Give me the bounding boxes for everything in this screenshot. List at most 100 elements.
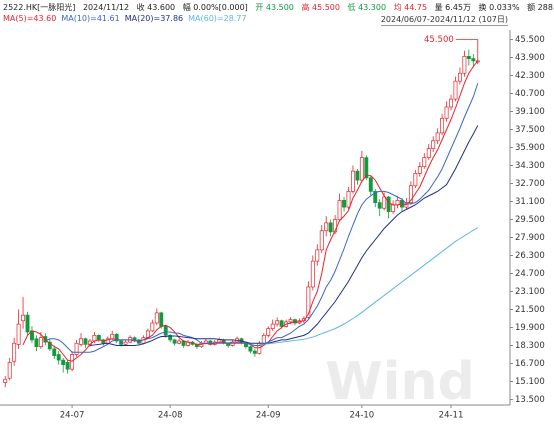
x-tick-label: 24-08 <box>158 411 183 421</box>
candle-body <box>440 117 445 134</box>
y-tick-label: 18.300 <box>515 341 545 351</box>
candle-body <box>96 335 101 341</box>
candle-body <box>16 323 21 345</box>
candle-body <box>52 348 57 356</box>
info: 2522.HK[一脉阳光] <box>3 3 76 12</box>
candle-body <box>114 333 119 342</box>
candle-body <box>457 72 462 82</box>
candle-body <box>368 177 373 192</box>
candle-body <box>119 340 124 345</box>
candle-body <box>79 338 83 345</box>
candle-body <box>123 341 128 345</box>
y-tick-label: 26.300 <box>515 251 545 261</box>
info: 量 6.45万 <box>434 3 471 12</box>
y-tick-label: 40.700 <box>515 89 545 99</box>
candle-body <box>150 322 155 332</box>
legend-entry: MA(5)=43.60 <box>3 14 57 23</box>
info: 2024/11/12 <box>82 3 130 12</box>
candle-body <box>25 314 30 333</box>
candle-body <box>177 340 182 344</box>
info: 均 44.75 <box>393 3 428 12</box>
candle-body <box>444 106 449 119</box>
candle-body <box>435 132 440 142</box>
candle-body <box>462 56 467 74</box>
candle-body <box>453 80 458 100</box>
annotation: 45.500 <box>424 35 454 45</box>
candle-body <box>266 328 271 336</box>
candle-body <box>65 362 70 370</box>
y-tick-label: 16.700 <box>515 359 545 369</box>
y-tick-label: 15.100 <box>515 377 545 387</box>
candle-body <box>426 148 431 158</box>
candle-body <box>310 260 315 288</box>
ma-line <box>45 83 479 353</box>
candle-body <box>386 196 391 212</box>
candle-body <box>315 249 320 262</box>
info: 额 288.63万 <box>527 3 554 12</box>
candle-body <box>248 346 253 352</box>
candle-body <box>56 354 61 361</box>
y-tick-label: 39.100 <box>515 107 545 117</box>
candle-body <box>350 170 355 192</box>
candle-body <box>172 339 177 344</box>
y-tick-label: 32.700 <box>515 179 545 189</box>
candle-body <box>431 140 436 149</box>
y-tick-label: 29.500 <box>515 215 545 225</box>
x-tick-label: 24-11 <box>439 411 464 421</box>
candle-body <box>364 157 369 179</box>
y-tick-label: 24.700 <box>515 269 545 279</box>
y-tick-label: 37.500 <box>515 125 545 135</box>
candle-body <box>154 312 159 324</box>
y-tick-label: 19.900 <box>515 323 545 333</box>
candle-body <box>252 350 257 354</box>
candle-body <box>21 314 26 322</box>
info: 高 45.500 <box>301 3 340 12</box>
info: 收 43.600 <box>136 3 176 12</box>
candle-body <box>306 286 311 318</box>
candle-body <box>346 191 351 208</box>
y-tick-label: 42.300 <box>515 71 545 81</box>
info: 换 0.033% <box>478 3 520 12</box>
candle-body <box>261 335 266 344</box>
y-tick-label: 35.900 <box>515 143 545 153</box>
candle-body <box>110 333 115 340</box>
legend-entry: MA(20)=37.86 <box>124 14 184 23</box>
candle-body <box>449 98 453 108</box>
y-tick-label: 43.900 <box>515 53 545 63</box>
candle-body <box>159 312 164 327</box>
candle-body <box>319 230 324 251</box>
y-tick-label: 13.500 <box>515 395 545 405</box>
candle-body <box>34 338 39 347</box>
y-tick-label: 31.100 <box>515 197 545 207</box>
legend: MA(5)=43.60 MA(10)=41.61 MA(20)=37.86 MA(60… <box>3 14 252 23</box>
legend-entry: MA(10)=41.61 <box>61 14 120 23</box>
candle-body <box>324 222 329 232</box>
candle-body <box>137 339 141 344</box>
candle-body <box>342 200 346 208</box>
candle-body <box>47 341 52 350</box>
candle-body <box>101 339 106 344</box>
candle-body <box>382 196 387 209</box>
ma-line <box>259 227 479 345</box>
candle-body <box>74 342 79 355</box>
y-tick-label: 27.900 <box>515 233 545 243</box>
info-bar: 2522.HK[一脉阳光] 2024/11/12 收 43.600 幅 0.00… <box>3 2 554 13</box>
date-range: 2024/06/07-2024/11/12 (107日) <box>380 15 508 26</box>
candle-body <box>337 200 342 220</box>
candle-body <box>377 202 382 209</box>
candle-body <box>38 337 43 347</box>
candle-body <box>413 173 418 187</box>
candle-body <box>355 170 360 181</box>
candle-body <box>163 326 168 336</box>
candle-body <box>7 362 12 379</box>
candle-body <box>270 323 275 329</box>
watermark: Wind <box>325 352 474 412</box>
x-tick-label: 24-07 <box>60 411 85 421</box>
info: 幅 0.00%[0.000] <box>182 3 248 12</box>
ma-line <box>89 125 479 346</box>
legend-entry: MA(60)=28.77 <box>188 14 247 23</box>
candle-body <box>83 338 88 345</box>
candle-body <box>92 335 97 342</box>
